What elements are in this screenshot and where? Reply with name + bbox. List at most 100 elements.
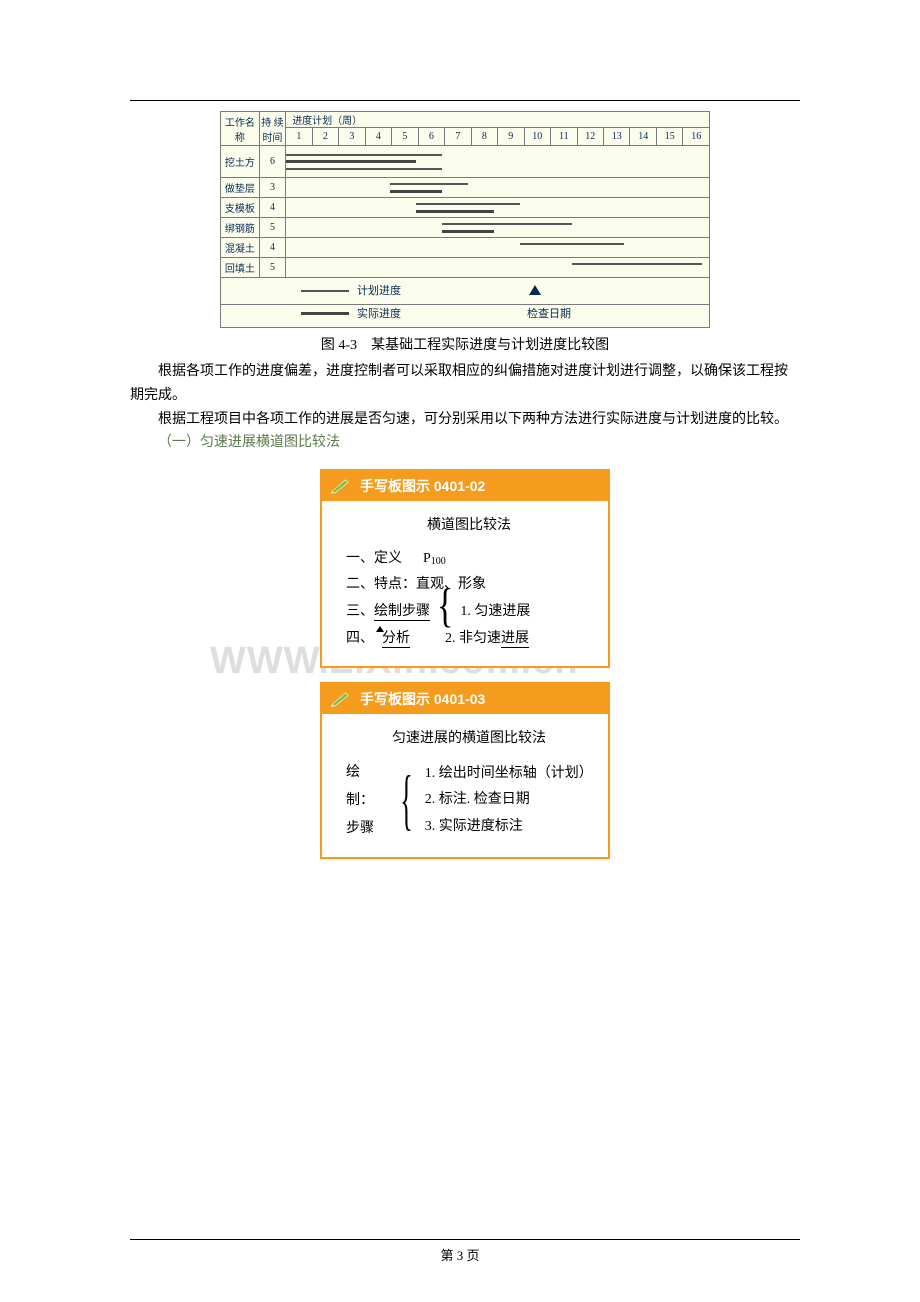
- bar-cell: [286, 198, 710, 218]
- box1-line4: 四、分析 2. 非匀速进展: [346, 626, 592, 653]
- box2-left2: 步骤: [346, 815, 388, 843]
- gantt-row: 回填土 5: [221, 258, 710, 278]
- gantt-week-row: 1 2 3 4 5 6 7 8 9 10 11 12 13 14 15 16: [221, 128, 710, 146]
- week-cell: 6: [418, 128, 444, 146]
- actual-bar: [442, 230, 494, 233]
- box1-line1: 一、定义 P100: [346, 546, 592, 573]
- week-cell: 2: [312, 128, 338, 146]
- gantt-row: 挖土方 6: [221, 146, 710, 178]
- note-box-2-body: 匀速进展的横道图比较法 绘制： 步骤 { 1. 绘出时间坐标轴（计划） 2. 标…: [322, 714, 608, 857]
- plan-bar: [390, 183, 468, 185]
- gantt-chart: 工作名称 持 续 时间 进度计划（周） 1 2 3 4 5 6 7 8 9 10…: [220, 111, 710, 328]
- subheading-a: （一）匀速进展横道图比较法: [130, 431, 800, 455]
- row-dur: 4: [259, 238, 285, 258]
- gantt-header-name: 工作名称: [221, 112, 260, 146]
- bar-cell: [286, 146, 710, 178]
- actual-bar: [286, 160, 416, 163]
- note-box-2-header: 手写板图示 0401-03: [322, 684, 608, 714]
- box1-l1a: 一、定义: [346, 551, 402, 566]
- actual-bar: [416, 210, 494, 213]
- legend-plan-line: [301, 290, 349, 292]
- week-cell: 1: [286, 128, 312, 146]
- row-dur: 5: [259, 218, 285, 238]
- row-name: 支模板: [221, 198, 260, 218]
- gantt-header-duration: 持 续 时间: [259, 112, 285, 146]
- check-triangle-icon: [529, 285, 541, 295]
- box1-l4: 四、分析: [346, 631, 410, 646]
- paragraph-2: 根据工程项目中各项工作的进展是否匀速，可分别采用以下两种方法进行实际进度与计划进…: [130, 408, 800, 432]
- plan-bar: [286, 168, 442, 170]
- box1-l3: 三、绘制步骤: [346, 604, 430, 621]
- plan-bar: [416, 203, 520, 205]
- legend-plan-label: 计划进度: [357, 282, 401, 298]
- row-dur: 5: [259, 258, 285, 278]
- week-cell: 7: [445, 128, 471, 146]
- box1-l4a: 2. 非匀速进展: [445, 631, 529, 648]
- week-cell: 8: [471, 128, 497, 146]
- week-cell: 12: [577, 128, 603, 146]
- note-box-1-title: 手写板图示 0401-02: [360, 476, 485, 496]
- row-name: 挖土方: [221, 146, 260, 178]
- row-dur: 6: [259, 146, 285, 178]
- note-box-2: 手写板图示 0401-03 匀速进展的横道图比较法 绘制： 步骤 { 1. 绘出…: [320, 682, 610, 859]
- week-cell: 15: [656, 128, 682, 146]
- row-name: 做垫层: [221, 178, 260, 198]
- figure-caption: 图 4-3 某基础工程实际进度与计划进度比较图: [130, 334, 800, 354]
- week-cell: 10: [524, 128, 550, 146]
- row-name: 绑钢筋: [221, 218, 260, 238]
- page-number: 第 3 页: [0, 1245, 920, 1264]
- week-cell: 5: [392, 128, 418, 146]
- week-cell: 9: [498, 128, 524, 146]
- plan-bar: [442, 223, 572, 225]
- bar-cell: [286, 258, 710, 278]
- page-content: 工作名称 持 续 时间 进度计划（周） 1 2 3 4 5 6 7 8 9 10…: [0, 0, 920, 933]
- box2-r2: 2. 标注. 检查日期: [425, 787, 592, 814]
- row-name: 混凝土: [221, 238, 260, 258]
- gantt-legend-2: 实际进度 检查日期: [220, 305, 710, 328]
- note-box-1-header: 手写板图示 0401-02: [322, 471, 608, 501]
- paragraph-1: 根据各项工作的进度偏差，进度控制者可以采取相应的纠偏措施对进度计划进行调整，以确…: [130, 360, 800, 408]
- box1-l3a: 1. 匀速进展: [460, 604, 530, 619]
- box1-title: 横道图比较法: [346, 513, 592, 540]
- box2-title: 匀速进展的横道图比较法: [346, 726, 592, 753]
- plan-bar: [286, 154, 442, 156]
- footer-rule: [130, 1239, 800, 1240]
- gantt-legend: 计划进度: [220, 278, 710, 305]
- legend-actual-line: [301, 312, 349, 315]
- box2-right: 1. 绘出时间坐标轴（计划） 2. 标注. 检查日期 3. 实际进度标注: [425, 761, 592, 841]
- week-cell: 11: [551, 128, 577, 146]
- week-cell: 3: [339, 128, 365, 146]
- box2-left: 绘制： 步骤: [346, 759, 388, 843]
- pencil-icon: [330, 478, 352, 494]
- top-rule: [130, 100, 800, 101]
- row-dur: 3: [259, 178, 285, 198]
- bar-cell: [286, 238, 710, 258]
- gantt-row: 绑钢筋 5: [221, 218, 710, 238]
- box2-r1: 1. 绘出时间坐标轴（计划）: [425, 761, 592, 788]
- legend-actual-label: 实际进度: [357, 305, 401, 321]
- gantt-table: 工作名称 持 续 时间 进度计划（周） 1 2 3 4 5 6 7 8 9 10…: [220, 111, 710, 278]
- row-dur: 4: [259, 198, 285, 218]
- note-box-1-body: 横道图比较法 一、定义 P100 二、特点：直观、形象 三、绘制步骤 { 1. …: [322, 501, 608, 666]
- bar-cell: [286, 218, 710, 238]
- pencil-icon: [330, 691, 352, 707]
- bar-cell: [286, 178, 710, 198]
- brace-icon: {: [400, 780, 412, 821]
- gantt-row: 混凝土 4: [221, 238, 710, 258]
- week-cell: 4: [365, 128, 391, 146]
- week-cell: 14: [630, 128, 656, 146]
- plan-bar: [520, 243, 624, 245]
- plan-bar: [572, 263, 702, 265]
- box2-r3: 3. 实际进度标注: [425, 814, 592, 841]
- box1-line2: 二、特点：直观、形象: [346, 572, 592, 599]
- gantt-row: 支模板 4: [221, 198, 710, 218]
- box1-l1b: P100: [423, 551, 446, 566]
- legend-check-label: 检查日期: [527, 305, 571, 321]
- note-box-2-title: 手写板图示 0401-03: [360, 689, 485, 709]
- week-cell: 16: [683, 128, 710, 146]
- note-box-1: 手写板图示 0401-02 横道图比较法 一、定义 P100 二、特点：直观、形…: [320, 469, 610, 668]
- gantt-header-plan: 进度计划（周）: [286, 112, 710, 128]
- box2-left1: 绘制：: [346, 759, 388, 815]
- actual-bar: [390, 190, 442, 193]
- week-cell: 13: [604, 128, 630, 146]
